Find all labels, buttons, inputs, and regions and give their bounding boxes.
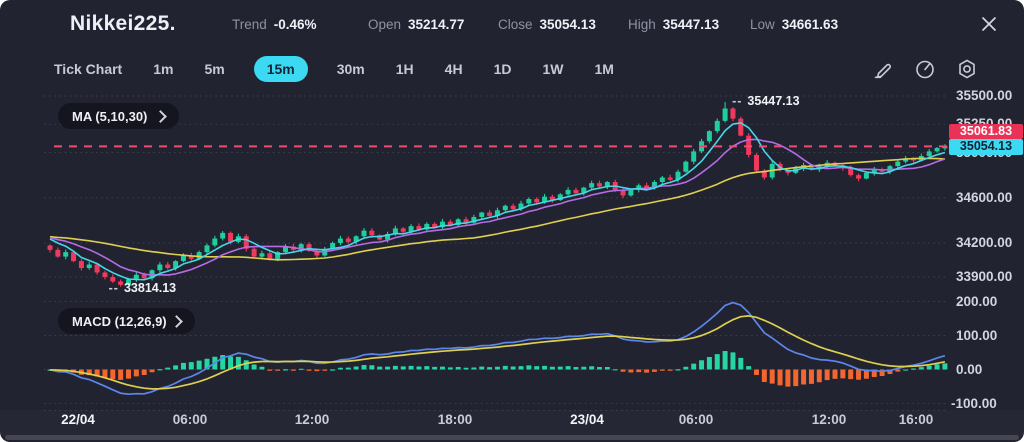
ma-indicator-label: MA (5,10,30) xyxy=(72,108,148,124)
ma10-line xyxy=(49,138,946,276)
draw-icon[interactable] xyxy=(872,58,894,80)
price-axis-label: 34200.00 xyxy=(956,235,1013,251)
stat-high: High 35447.13 xyxy=(628,17,719,32)
macd-axis-label: 100.00 xyxy=(956,327,998,343)
timeframe-tick-chart[interactable]: Tick Chart xyxy=(52,56,124,82)
stat-open: Open 35214.77 xyxy=(368,17,464,32)
macd-indicator-pill[interactable]: MACD (12,26,9) xyxy=(58,308,195,334)
macd-axis-label: 200.00 xyxy=(956,293,998,309)
time-axis-label: 16:00 xyxy=(898,412,934,427)
time-axis-label: 12:00 xyxy=(811,412,847,427)
annotation-value: 35447.13 xyxy=(747,93,800,108)
stat-value: 35054.13 xyxy=(539,17,596,32)
macd-indicator-label: MACD (12,26,9) xyxy=(72,313,167,329)
time-axis-label: 12:00 xyxy=(294,412,330,427)
timeframe-30m[interactable]: 30m xyxy=(335,56,367,82)
macd-axis-label: 0.00 xyxy=(956,361,983,377)
time-axis-label: 18:00 xyxy=(437,412,473,427)
stat-value: 35447.13 xyxy=(662,17,720,32)
macd-signal-line xyxy=(49,315,946,390)
chart-tools xyxy=(872,58,978,80)
annotation-leader: -- xyxy=(732,93,743,108)
ma-indicator-pill[interactable]: MA (5,10,30) xyxy=(58,103,180,129)
stat-value: 34661.63 xyxy=(781,17,839,32)
last-price-badge: 35054.13 xyxy=(949,138,1023,155)
price-axis-label: 35500.00 xyxy=(956,88,1013,103)
stat-value: 35214.77 xyxy=(408,17,465,32)
timeframe-5m[interactable]: 5m xyxy=(202,56,226,82)
stat-label: Close xyxy=(498,17,533,32)
annotation-value: 33814.13 xyxy=(123,280,177,295)
stat-label: Open xyxy=(368,17,402,32)
timeframe-1m[interactable]: 1m xyxy=(151,56,175,82)
annotation-leader: -- xyxy=(108,280,119,295)
macd-histogram xyxy=(47,350,948,387)
macd-line xyxy=(49,301,946,396)
macd-axis-label: -100.00 xyxy=(951,395,997,411)
close-icon[interactable] xyxy=(978,13,1000,35)
candles xyxy=(47,101,948,287)
stat-low: Low 34661.63 xyxy=(750,17,838,32)
settings-icon[interactable] xyxy=(956,58,978,80)
price-axis-label: 34600.00 xyxy=(956,189,1013,205)
time-axis-label: 06:00 xyxy=(678,412,714,427)
timer-icon[interactable] xyxy=(914,58,936,80)
chevron-right-icon xyxy=(154,109,168,123)
time-axis-label: 06:00 xyxy=(172,412,208,427)
timeframe-toolbar: Tick Chart 1m 5m 15m 30m 1H 4H 1D 1W 1M xyxy=(52,56,616,82)
timeframe-1h[interactable]: 1H xyxy=(394,56,416,82)
ma5-line xyxy=(49,122,946,281)
chevron-right-icon xyxy=(169,314,183,328)
timeframe-1m[interactable]: 1M xyxy=(592,56,615,82)
timeframe-4h[interactable]: 4H xyxy=(443,56,465,82)
timeframe-1d[interactable]: 1D xyxy=(492,56,514,82)
timeframe-1w[interactable]: 1W xyxy=(540,56,565,82)
symbol-title: Nikkei225. xyxy=(70,12,176,35)
stat-value: -0.46% xyxy=(273,17,317,32)
last-high-price-badge: 35061.83 xyxy=(949,123,1023,139)
timeframe-15m[interactable]: 15m xyxy=(253,56,308,82)
stat-close: Close 35054.13 xyxy=(498,17,596,32)
low-price-annotation: -- 33814.13 xyxy=(109,281,176,295)
horizontal-scrollbar[interactable] xyxy=(5,435,1019,440)
stat-label: Trend xyxy=(232,17,267,32)
ma30-line xyxy=(49,157,945,261)
stat-label: High xyxy=(628,17,656,32)
stat-label: Low xyxy=(750,17,775,32)
time-axis-label: 23/04 xyxy=(570,412,604,427)
price-axis-label: 33900.00 xyxy=(956,268,1013,284)
stat-trend: Trend -0.46% xyxy=(232,17,317,32)
time-axis-label: 22/04 xyxy=(61,412,95,427)
high-price-annotation: -- 35447.13 xyxy=(732,94,799,108)
